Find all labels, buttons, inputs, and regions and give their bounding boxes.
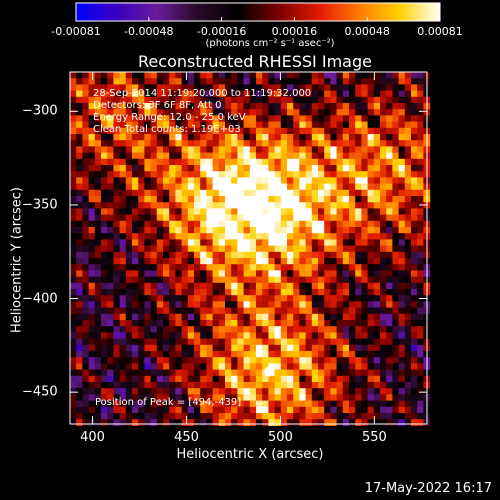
y-tick-label: −400 [22, 291, 58, 307]
plot-frame [69, 71, 428, 425]
annotation-total-counts: Clean Total counts: 1.19E+03 [93, 124, 241, 135]
colorbar-tick-label: 0.00081 [417, 25, 463, 38]
colorbar-units: (photons cm⁻² s⁻¹ asec⁻²) [205, 38, 335, 49]
chart-title: Reconstructed RHESSI Image [138, 52, 372, 71]
heatmap-image [70, 72, 431, 426]
x-tick-label: 450 [174, 430, 199, 445]
colorbar-tick-label: -0.00016 [196, 25, 247, 38]
colorbar-tick-label: 0.00048 [344, 25, 390, 38]
y-tick-label: −350 [22, 197, 58, 213]
y-tick-label: −300 [22, 103, 58, 119]
colorbar [75, 2, 441, 22]
colorbar-tick-label: 0.00016 [271, 25, 318, 38]
peak-position-label: Position of Peak = [494,-439] [95, 397, 242, 408]
peak-marker [264, 366, 275, 377]
y-tick-label: −450 [22, 384, 58, 400]
annotation-detectors: Detectors: 3F 6F 8F, Att 0 [93, 100, 222, 111]
x-axis-label: Heliocentric X (arcsec) [176, 447, 324, 462]
colorbar-tick-label: -0.00081 [51, 25, 101, 38]
annotation-energy-range: Energy Range: 12.0 - 25.0 keV [93, 112, 246, 123]
x-tick-label: 550 [361, 430, 387, 445]
x-tick-label: 500 [268, 430, 293, 445]
colorbar-tick-label: -0.00048 [124, 25, 174, 38]
date-stamp: 17-May-2022 16:17 [364, 481, 492, 496]
annotation-time-range: 28-Sep-2014 11:19:20.000 to 11:19:32.000 [93, 88, 312, 99]
x-tick-label: 400 [80, 430, 105, 445]
